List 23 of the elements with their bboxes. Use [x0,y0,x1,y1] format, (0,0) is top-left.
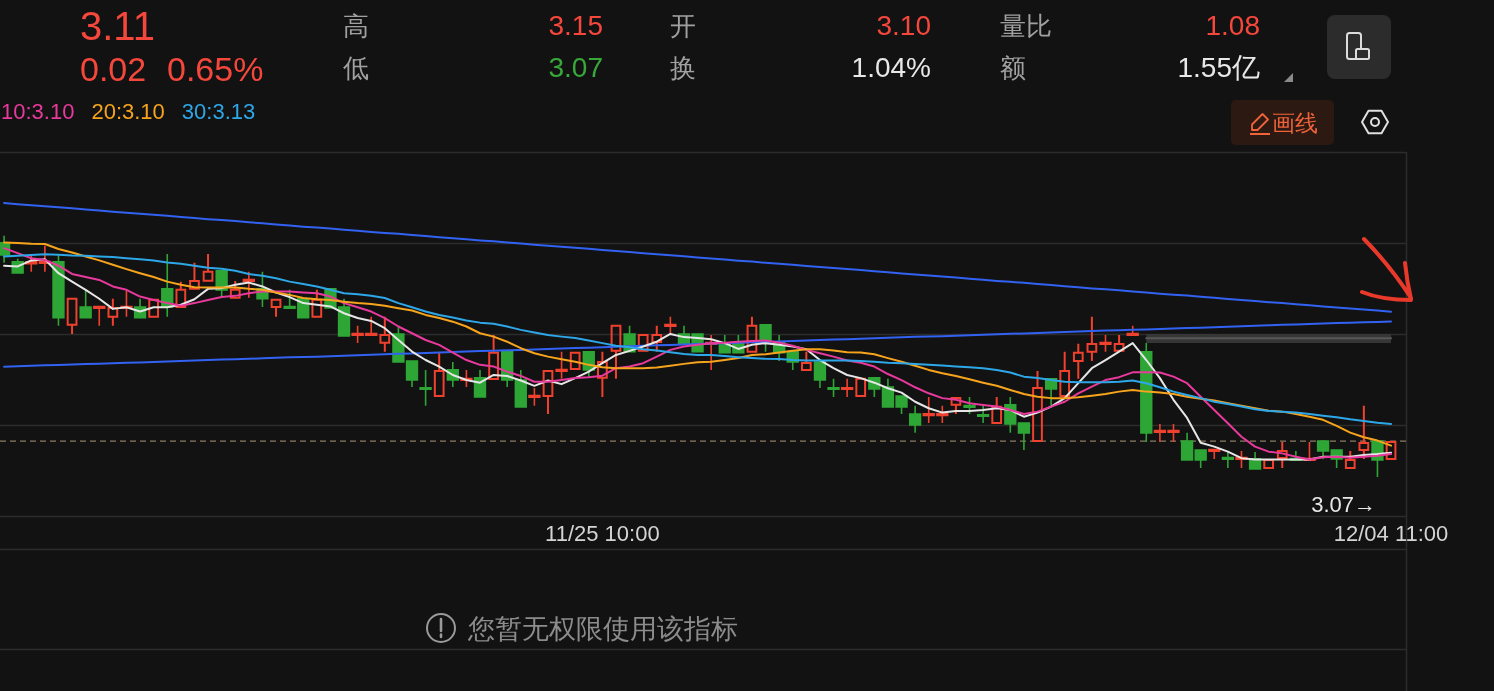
text: 1.08 [1205,10,1260,41]
text: 30:3.13 [181,99,256,124]
text: 3.10 [876,10,931,41]
text: 20:3.10 [91,99,165,124]
text: 3.11 [80,4,155,48]
x-tick-label: 11/25 10:00 [545,521,660,546]
text: 开 [670,11,696,41]
text: 0.02 [80,50,147,88]
text: 0.65% [167,50,264,88]
text: 高 [343,11,369,41]
text: 低 [343,53,369,83]
text: 1.55亿 [1177,52,1260,83]
text: 量比 [1000,11,1052,41]
text: 1.04% [851,52,931,83]
x-tick-label: 12/04 11:00 [1333,521,1449,546]
text: 您暂无权限使用该指标 [467,614,738,644]
text: 3.07 [548,52,603,83]
text: 换 [670,53,696,83]
text: 额 [1000,53,1026,83]
text: 10:3.10 [1,99,75,124]
text: 3.15 [548,10,603,41]
text: 画线 [1272,110,1318,136]
text: 3.07→ [1311,492,1376,517]
